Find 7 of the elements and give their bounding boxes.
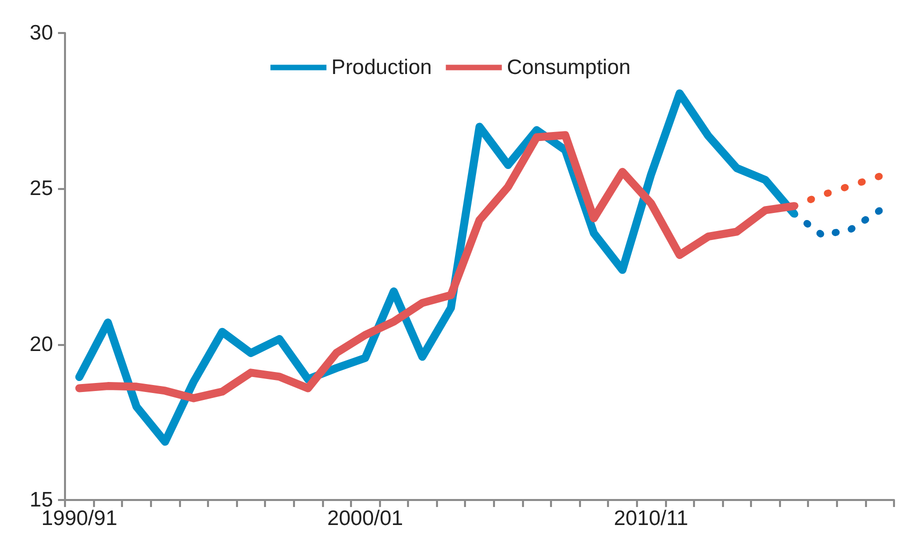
legend-label: Production	[331, 56, 432, 79]
x-tick-label: 2010/11	[614, 507, 688, 530]
legend-label: Consumption	[506, 56, 631, 79]
y-tick-label: 25	[30, 177, 53, 200]
y-tick-label: 20	[30, 332, 53, 356]
x-tick-label: 2000/01	[327, 507, 404, 530]
y-tick-label: 30	[30, 22, 53, 44]
